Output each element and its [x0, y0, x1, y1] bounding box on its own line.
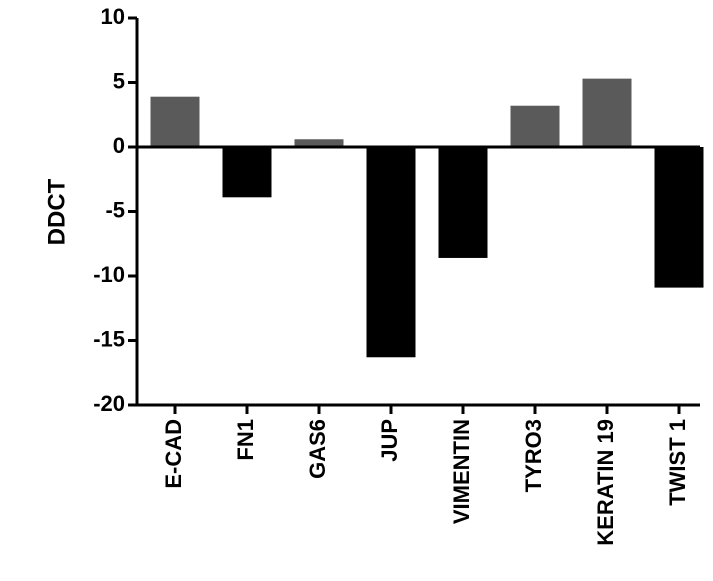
y-axis-title: DDCT — [43, 178, 70, 245]
bar-fn1 — [222, 147, 272, 198]
x-category-label: GAS6 — [305, 419, 330, 479]
x-category-label: TYRO3 — [521, 419, 546, 492]
bar-keratin-19 — [582, 78, 632, 147]
bar-gas6 — [294, 139, 344, 147]
y-tick-label: 5 — [113, 68, 125, 93]
y-tick-label: 0 — [113, 133, 125, 158]
bar-e-cad — [150, 96, 200, 147]
x-category-label: TWIST 1 — [665, 419, 690, 506]
bar-vimentin — [438, 147, 488, 258]
x-category-label: E-CAD — [161, 419, 186, 489]
bars-group — [150, 78, 704, 358]
x-category-label: FN1 — [233, 419, 258, 461]
y-tick-label: 10 — [101, 4, 125, 29]
x-category-label: JUP — [377, 419, 402, 462]
y-ticks-group: 10 5 0 -5 -10 -15 -20 — [93, 4, 137, 416]
y-tick-label: -15 — [93, 326, 125, 351]
y-tick-label: -5 — [105, 197, 125, 222]
bar-twist-1 — [654, 147, 704, 288]
x-category-label: VIMENTIN — [449, 419, 474, 524]
y-tick-label: -20 — [93, 391, 125, 416]
bar-jup — [366, 147, 416, 358]
axes-group — [135, 18, 700, 407]
x-category-label: KERATIN 19 — [593, 419, 618, 546]
bar-tyro3 — [510, 105, 560, 147]
y-tick-label: -10 — [93, 262, 125, 287]
x-labels-group: E-CAD FN1 GAS6 JUP VIMENTIN TYRO3 KERATIN 19 TW… — [161, 405, 690, 546]
